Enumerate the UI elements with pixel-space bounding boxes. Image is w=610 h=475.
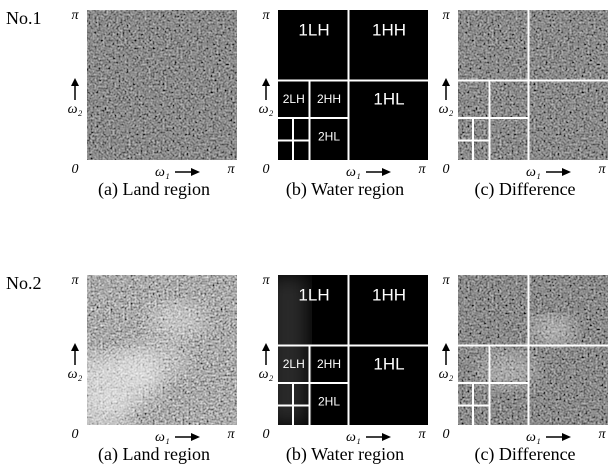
y-arrow-head — [262, 78, 270, 86]
x-max-label: π — [418, 162, 426, 177]
subband-label: 1HL — [373, 354, 404, 373]
subband-label: 2HH — [317, 92, 341, 106]
x-label: ω₁ — [155, 165, 170, 180]
spectrum-image — [458, 10, 608, 160]
panel-caption: (b) Water region — [286, 444, 404, 465]
y-max-label: π — [71, 273, 79, 288]
x-max-label: π — [418, 427, 426, 442]
subband-label: 2HL — [318, 130, 340, 144]
origin-label: 0 — [263, 427, 270, 442]
spectrum-image — [87, 10, 237, 160]
subband-label: 1LH — [298, 20, 329, 39]
subband-label: 1LH — [298, 285, 329, 304]
row-label: No.1 — [6, 8, 42, 28]
panel: 1LH 1HH 1HL 2LH 2HH 2HL — [268, 275, 428, 425]
y-label: ω₂ — [259, 367, 274, 382]
noise — [87, 10, 237, 160]
bright-area — [70, 395, 134, 435]
y-label: ω₂ — [259, 102, 274, 117]
x-max-label: π — [598, 162, 606, 177]
x-arrow-head — [191, 433, 200, 441]
y-max-label: π — [71, 8, 79, 23]
x-arrow-head — [382, 168, 391, 176]
spectrum-image — [70, 275, 237, 435]
x-arrow-head — [562, 168, 571, 176]
y-label: ω₂ — [68, 102, 83, 117]
subband-label: 2LH — [283, 357, 305, 371]
bright-area — [125, 340, 189, 380]
subband-label: 1HL — [373, 89, 404, 108]
subband-label: 2HL — [318, 395, 340, 409]
y-arrow-head — [71, 343, 79, 351]
x-arrow-head — [382, 433, 391, 441]
subband-label: 1HH — [372, 285, 406, 304]
x-max-label: π — [227, 427, 235, 442]
panel — [458, 275, 608, 425]
panel: 1LH 1HH 1HL 2LH 2HH 2HL — [278, 10, 428, 160]
subband-label: 2HH — [317, 357, 341, 371]
panel-caption: (a) Land region — [98, 444, 210, 465]
figure: No.1 π ω₂ 0 ω₁ π (a) Land region 1LH 1HH 1HL 2LH 2H… — [0, 0, 610, 475]
panel — [458, 10, 608, 160]
y-arrow-head — [442, 343, 450, 351]
panel — [70, 275, 237, 435]
y-arrow-head — [262, 343, 270, 351]
y-max-label: π — [442, 8, 450, 23]
panel-caption: (c) Difference — [474, 179, 575, 200]
y-max-label: π — [262, 8, 270, 23]
bright-area — [148, 302, 206, 338]
subband-label: 1HH — [372, 20, 406, 39]
origin-label: 0 — [72, 427, 79, 442]
origin-label: 0 — [263, 162, 270, 177]
origin-label: 0 — [443, 427, 450, 442]
y-max-label: π — [262, 273, 270, 288]
panel — [87, 10, 237, 160]
x-label: ω₁ — [346, 165, 361, 180]
y-arrow-head — [71, 78, 79, 86]
noise — [458, 275, 608, 425]
x-label: ω₁ — [526, 430, 541, 445]
y-max-label: π — [442, 273, 450, 288]
y-arrow-head — [442, 78, 450, 86]
x-label: ω₁ — [526, 165, 541, 180]
subband-label: 2LH — [283, 92, 305, 106]
x-arrow-head — [191, 168, 200, 176]
noise — [458, 10, 608, 160]
y-label: ω₂ — [68, 367, 83, 382]
row-label: No.2 — [6, 273, 42, 293]
panel-caption: (c) Difference — [474, 444, 575, 465]
panel-caption: (b) Water region — [286, 179, 404, 200]
x-label: ω₁ — [155, 430, 170, 445]
x-arrow-head — [562, 433, 571, 441]
spectrum-image — [458, 275, 608, 425]
y-label: ω₂ — [439, 367, 454, 382]
y-label: ω₂ — [439, 102, 454, 117]
origin-label: 0 — [72, 162, 79, 177]
bright-area — [531, 316, 576, 344]
panel-caption: (a) Land region — [98, 179, 210, 200]
x-label: ω₁ — [346, 430, 361, 445]
origin-label: 0 — [443, 162, 450, 177]
x-max-label: π — [598, 427, 606, 442]
x-max-label: π — [227, 162, 235, 177]
